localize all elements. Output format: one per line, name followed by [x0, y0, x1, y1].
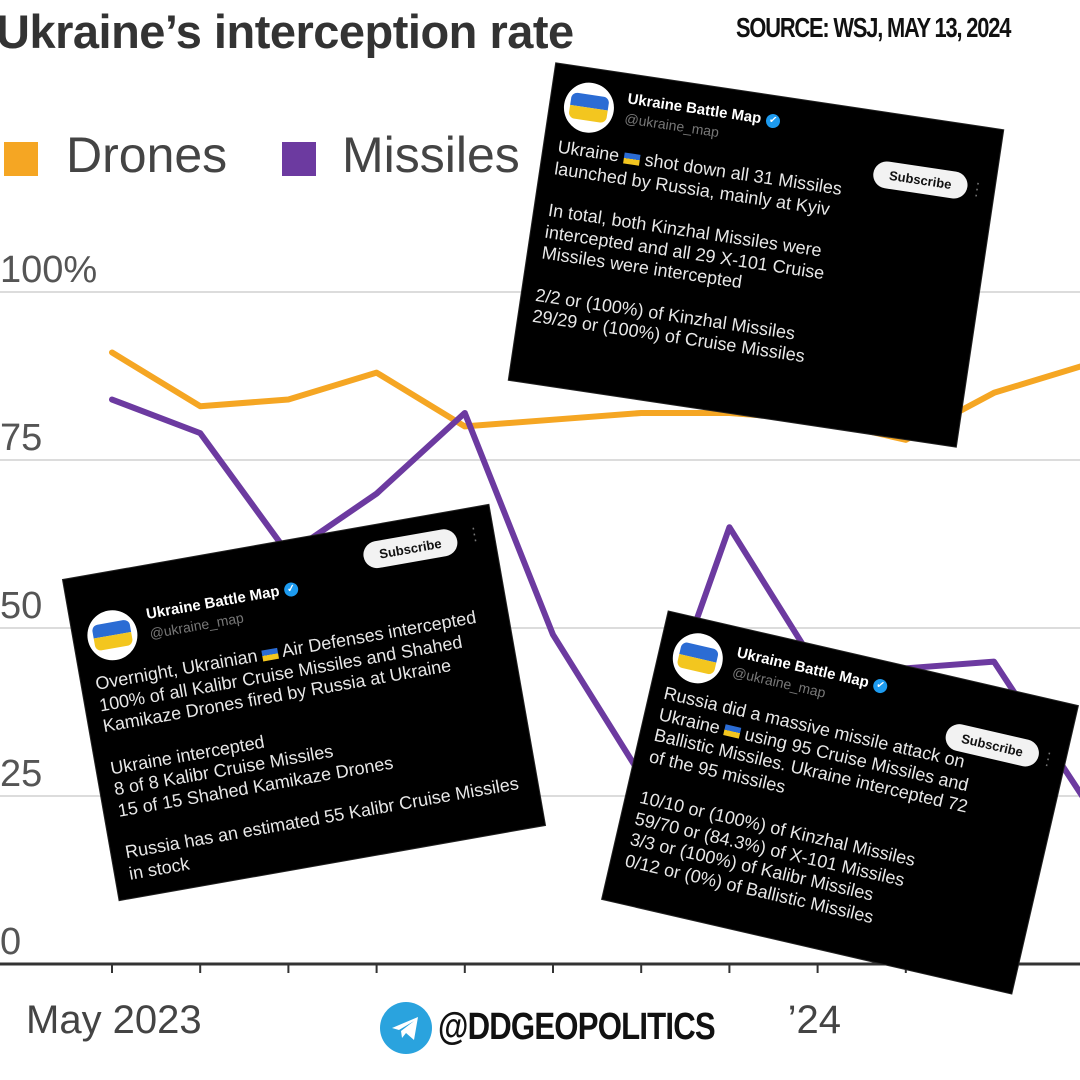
source-note: SOURCE: WSJ, MAY 13, 2024 — [736, 12, 1011, 43]
more-options-icon[interactable]: · · · — [469, 519, 480, 550]
y-axis-tick-labels: 0 25 50 75 100% — [0, 249, 97, 963]
y-tick-label: 25 — [0, 753, 42, 795]
verified-icon: ✓ — [871, 677, 889, 695]
footer-badge: @DDGEOPOLITICS — [380, 998, 716, 1058]
y-tick-label: 50 — [0, 585, 42, 627]
tweet-body: Ukraine shot down all 31 Missiles launch… — [531, 137, 886, 376]
telegram-icon — [380, 1002, 432, 1054]
subscribe-button[interactable]: Subscribe — [361, 527, 460, 571]
x-tick-label: ’24 — [788, 998, 841, 1042]
avatar — [560, 79, 618, 137]
more-options-icon[interactable]: · · · — [1042, 744, 1054, 774]
legend-label-drones: Drones — [66, 127, 228, 183]
verified-icon: ✓ — [765, 113, 781, 130]
legend-swatch-missiles — [282, 142, 316, 176]
y-tick-label: 100% — [0, 249, 97, 291]
legend-label-missiles: Missiles — [342, 127, 520, 183]
legend-swatch-drones — [4, 142, 38, 176]
ukraine-flag-icon — [261, 647, 280, 662]
avatar — [667, 628, 728, 689]
y-tick-label: 75 — [0, 417, 42, 459]
subscribe-button[interactable]: Subscribe — [871, 159, 970, 201]
series-line-missiles — [109, 396, 1080, 799]
chart-title: Ukraine’s interception rate — [0, 5, 574, 58]
x-axis-tick-labels: May 2023 ’24 — [26, 998, 841, 1042]
footer-handle: @DDGEOPOLITICS — [438, 1006, 716, 1048]
avatar — [83, 606, 142, 665]
more-options-icon[interactable]: · · · — [972, 174, 982, 205]
y-tick-label: 0 — [0, 921, 21, 963]
tweet-body: Russia did a massive missile attack on U… — [623, 683, 988, 945]
x-tick-label: May 2023 — [26, 998, 202, 1042]
ukraine-flag-icon — [723, 724, 742, 739]
ukraine-flag-icon — [623, 152, 641, 166]
tweet-card: Ukraine Battle Map ✓ @ukraine_map Subscri… — [508, 63, 1004, 447]
verified-icon: ✓ — [283, 581, 300, 598]
